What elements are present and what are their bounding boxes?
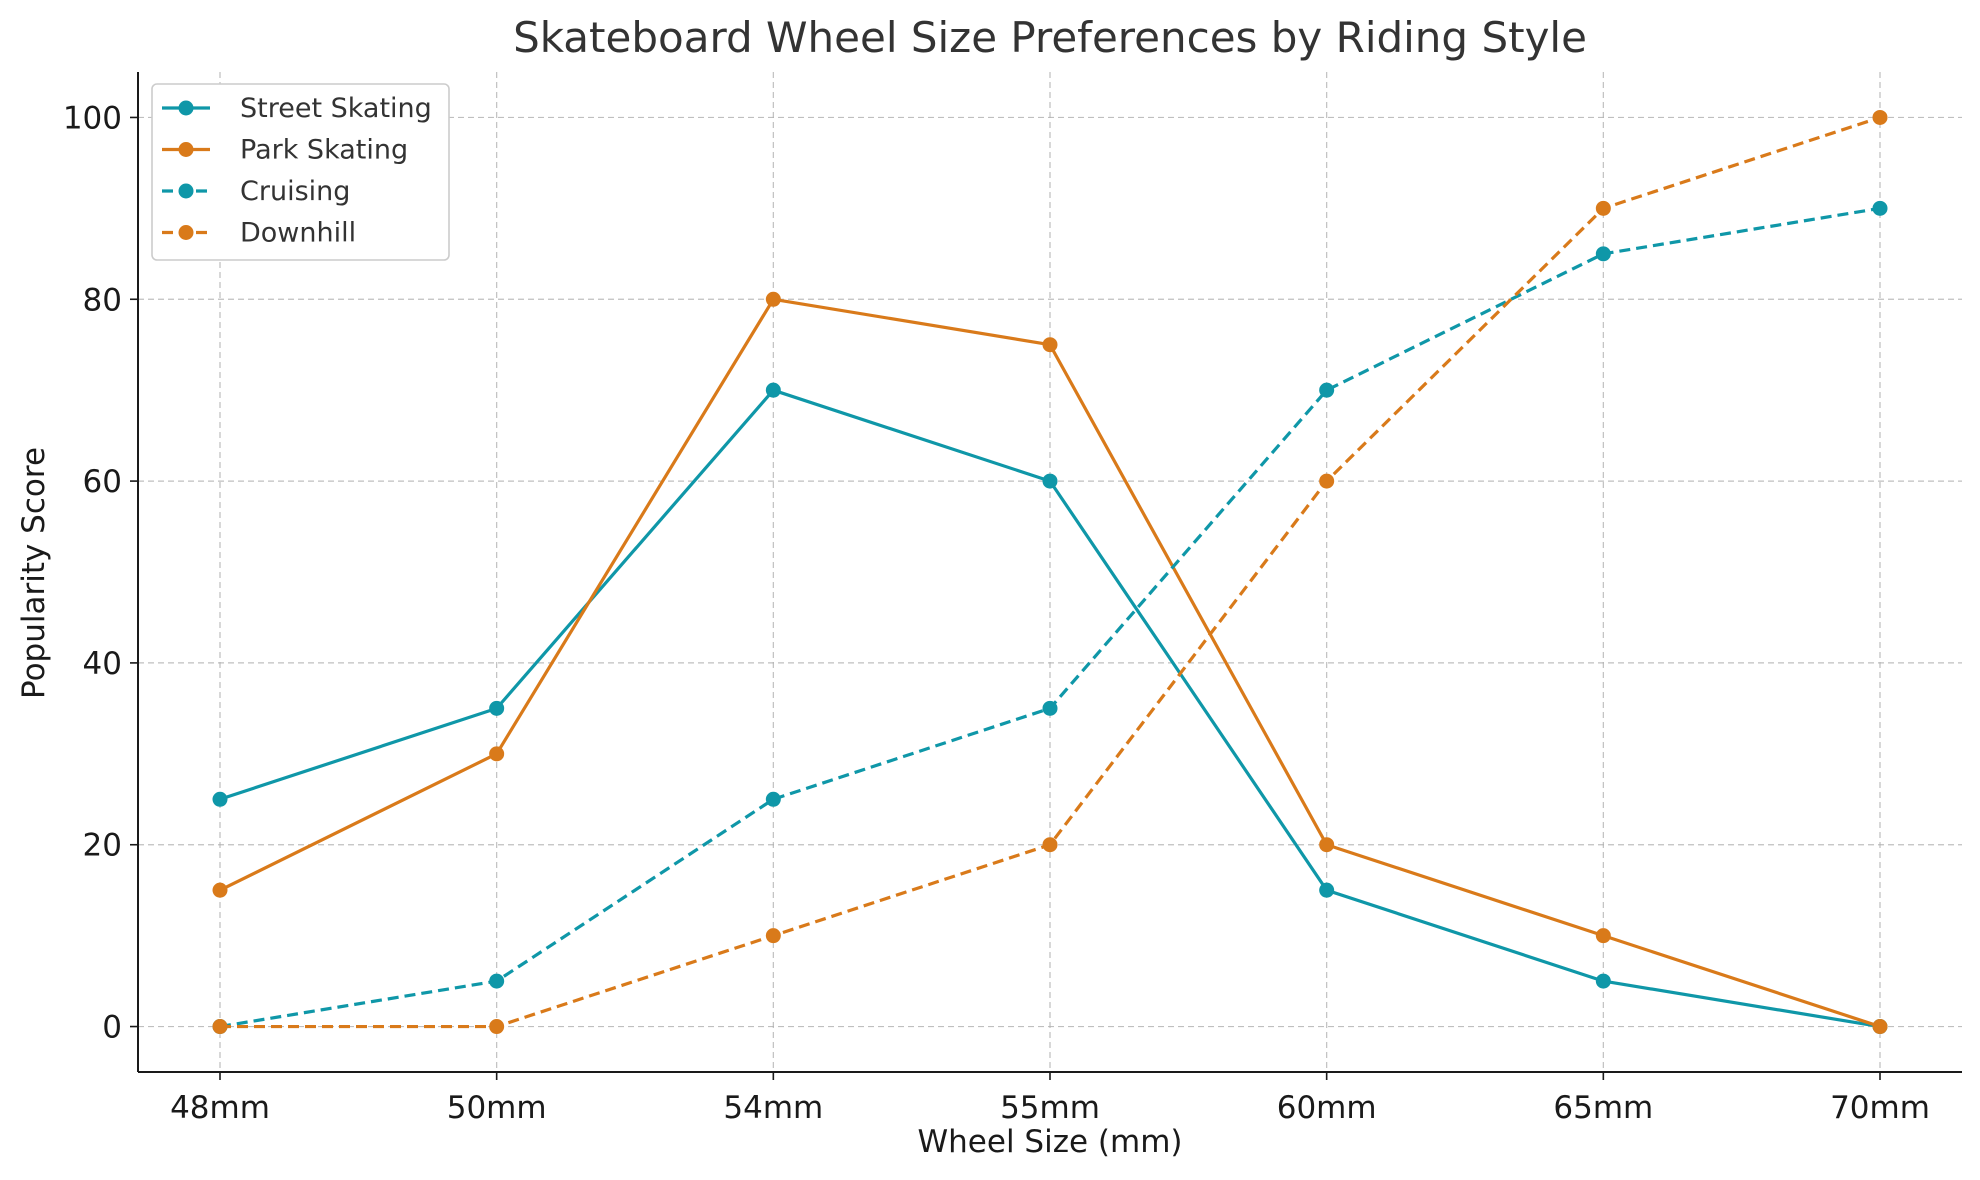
data-point-downhill xyxy=(489,1019,505,1035)
data-point-cruising xyxy=(765,791,781,807)
y-tick-label: 60 xyxy=(83,464,122,500)
data-point-downhill xyxy=(1042,837,1058,853)
x-axis-label: Wheel Size (mm) xyxy=(918,1124,1183,1160)
series-downhill xyxy=(212,109,1888,1035)
data-point-downhill xyxy=(1319,473,1335,489)
legend-swatch-marker xyxy=(178,225,194,240)
series-lines xyxy=(212,109,1888,1035)
data-point-park-skating xyxy=(1595,928,1611,944)
data-point-cruising xyxy=(489,973,505,989)
x-axis-ticks: 48mm 50mm 54mm 55mm 60mm 65mm 70mm xyxy=(170,1072,1930,1126)
data-point-street-skating xyxy=(1319,882,1335,898)
data-point-downhill xyxy=(1872,109,1888,125)
y-axis-label: Popularity Score xyxy=(16,447,52,699)
legend-label: Downhill xyxy=(240,218,356,249)
chart-title: Skateboard Wheel Size Preferences by Rid… xyxy=(513,13,1587,62)
data-point-cruising xyxy=(1319,382,1335,398)
series-park-skating xyxy=(212,291,1888,1035)
x-tick-label: 54mm xyxy=(723,1090,823,1126)
data-point-downhill xyxy=(1595,200,1611,216)
data-point-park-skating xyxy=(489,746,505,762)
data-point-street-skating xyxy=(489,700,505,716)
data-point-downhill xyxy=(765,928,781,944)
y-tick-label: 80 xyxy=(83,282,122,318)
x-tick-label: 48mm xyxy=(170,1090,270,1126)
data-point-street-skating xyxy=(765,382,781,398)
x-tick-label: 70mm xyxy=(1830,1090,1930,1126)
data-point-street-skating xyxy=(1042,473,1058,489)
data-point-street-skating xyxy=(212,791,228,807)
y-tick-label: 40 xyxy=(83,646,122,682)
y-tick-label: 20 xyxy=(83,828,122,864)
data-point-street-skating xyxy=(1595,973,1611,989)
legend-box xyxy=(151,83,450,261)
series-cruising xyxy=(212,200,1888,1035)
data-point-park-skating xyxy=(1042,337,1058,353)
data-point-park-skating xyxy=(212,882,228,898)
x-tick-label: 55mm xyxy=(1000,1090,1100,1126)
data-point-park-skating xyxy=(765,291,781,307)
legend-label: Cruising xyxy=(240,176,350,207)
legend-swatch-marker xyxy=(178,183,194,199)
legend-label: Street Skating xyxy=(240,93,432,124)
data-point-cruising xyxy=(1595,246,1611,262)
x-tick-label: 50mm xyxy=(447,1090,547,1126)
legend-swatch-marker xyxy=(178,142,194,157)
data-point-downhill xyxy=(212,1019,228,1035)
data-point-park-skating xyxy=(1319,837,1335,853)
data-point-cruising xyxy=(1872,200,1888,216)
x-tick-label: 60mm xyxy=(1277,1090,1377,1126)
x-tick-label: 65mm xyxy=(1553,1090,1653,1126)
legend-label: Park Skating xyxy=(240,135,408,166)
legend-swatch-marker xyxy=(178,100,194,116)
legend: Street Skating Park Skating Cruising Downhi… xyxy=(151,83,450,261)
data-point-park-skating xyxy=(1872,1019,1888,1035)
data-point-cruising xyxy=(1042,700,1058,716)
y-axis-ticks: 0 20 40 60 80 100 xyxy=(63,100,138,1046)
y-tick-label: 0 xyxy=(102,1010,122,1046)
y-tick-label: 100 xyxy=(63,100,122,136)
